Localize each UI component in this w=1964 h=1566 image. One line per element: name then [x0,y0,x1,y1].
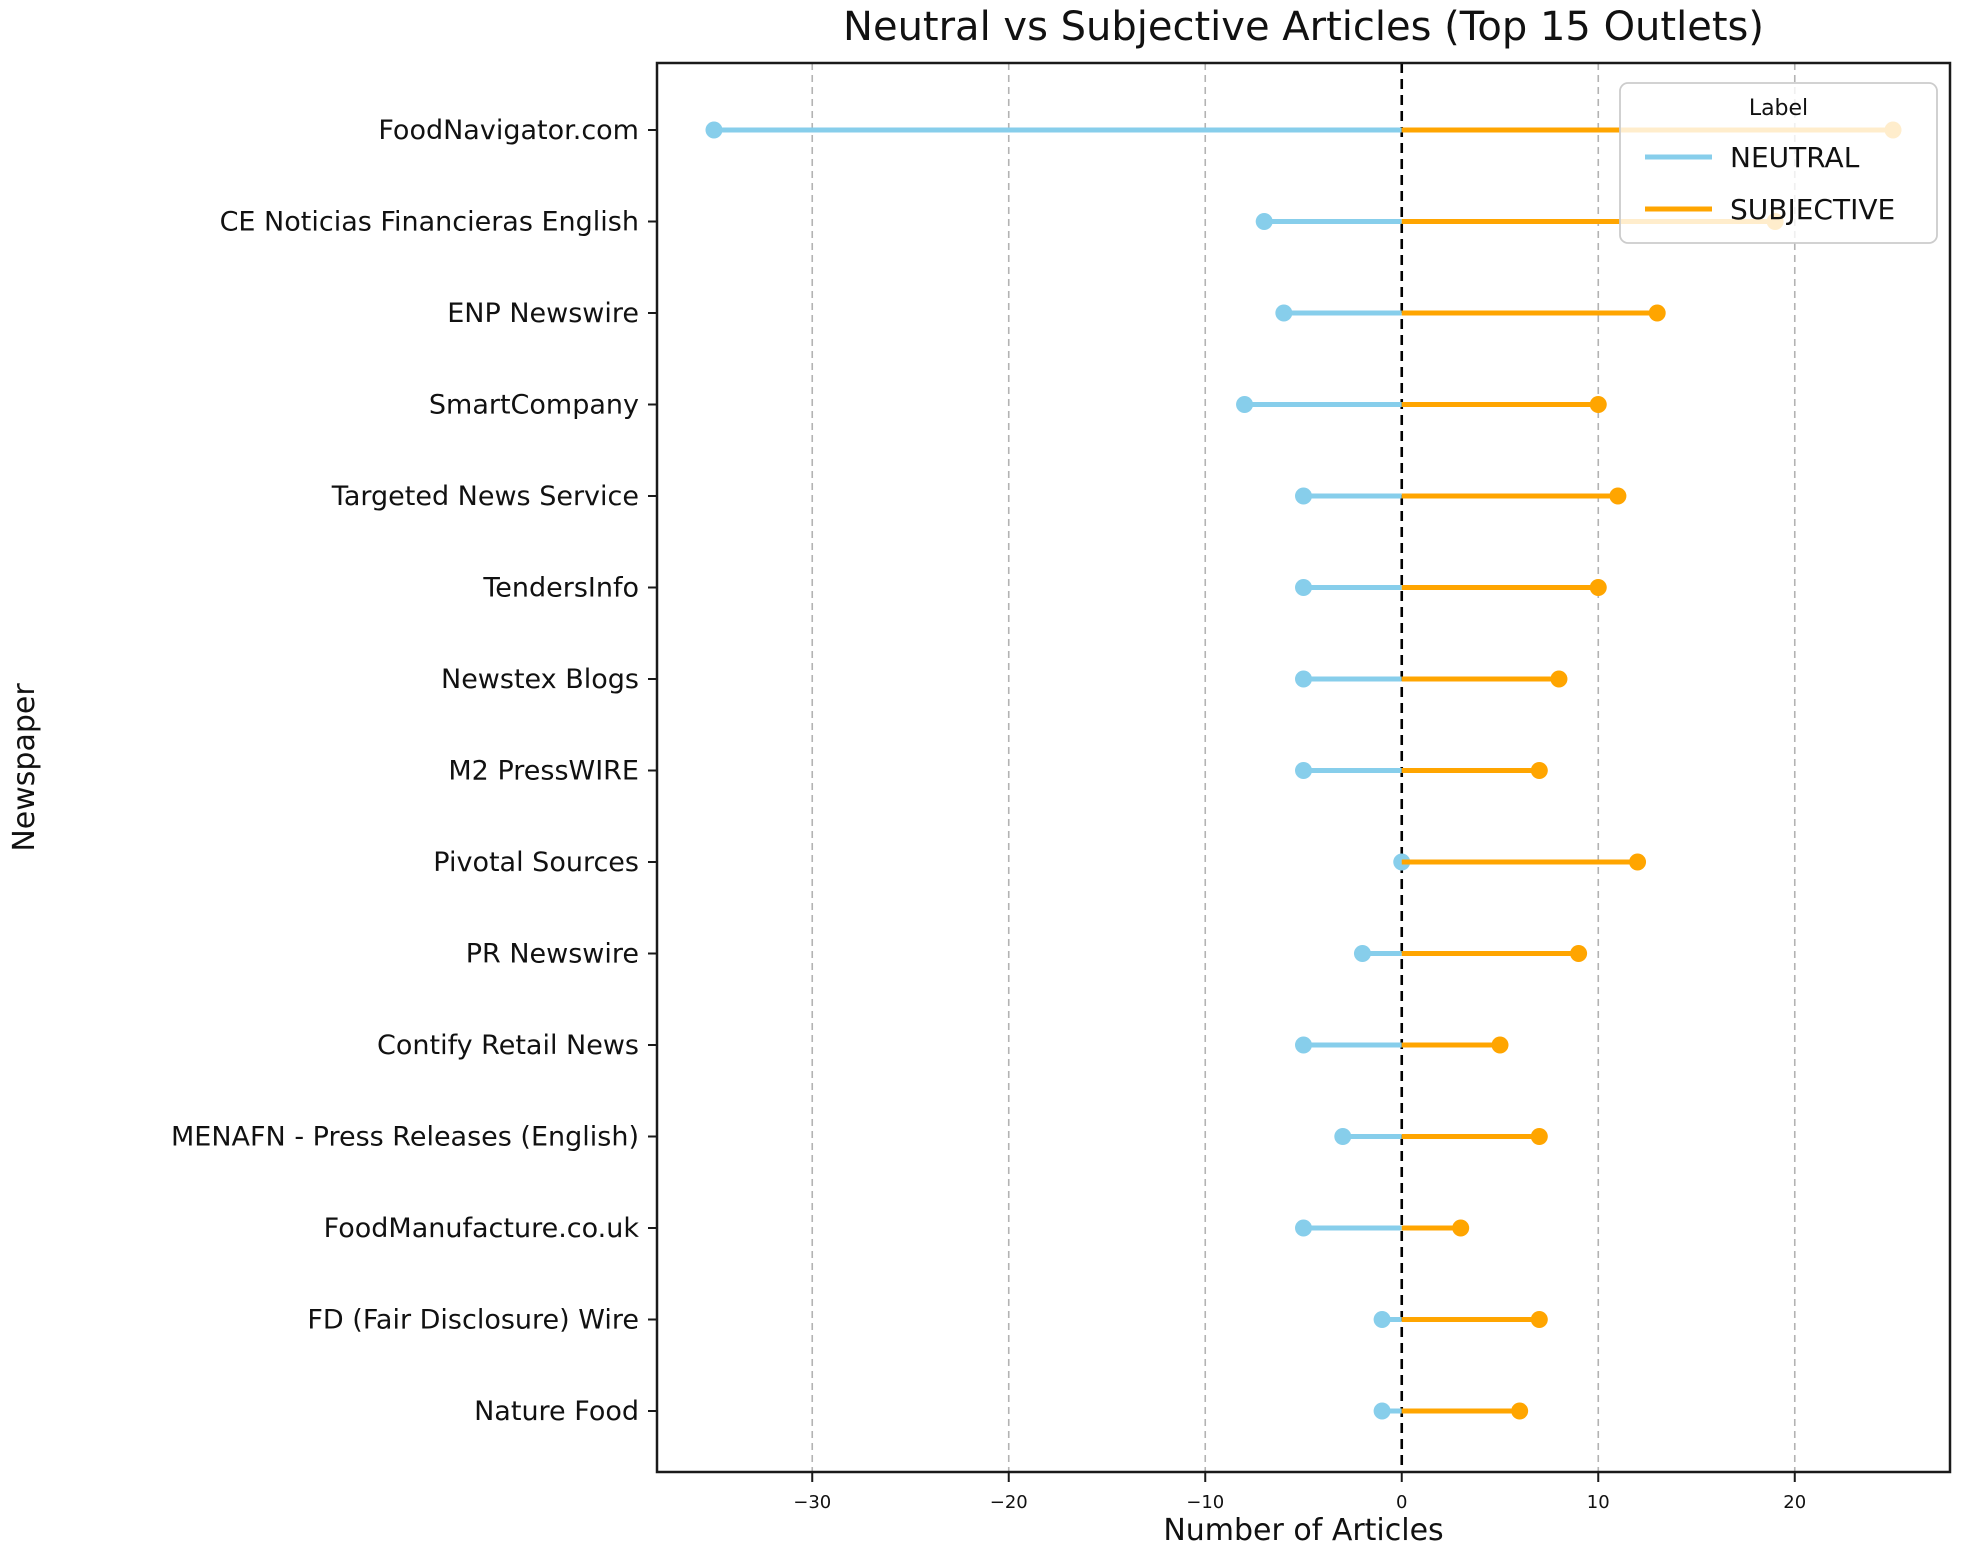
x-axis-title: Number of Articles [1163,1513,1443,1548]
y-tick-label: Newstex Blogs [441,664,639,695]
y-tick-label: Contify Retail News [377,1030,639,1061]
y-tick-label: SmartCompany [429,390,639,421]
neutral-dot [1295,670,1312,688]
y-tick-label: PR Newswire [466,939,639,970]
subjective-dot [1452,1219,1470,1237]
x-tick-label: −10 [1186,1492,1224,1513]
subjective-dot [1609,487,1627,505]
y-tick-label: MENAFN - Press Releases (English) [171,1122,639,1153]
legend-entry-label: SUBJECTIVE [1730,193,1895,226]
gridlines [811,63,1796,1472]
y-tick-label: Nature Food [474,1396,639,1427]
plot-frame [655,61,1952,1474]
y-tick-label: FD (Fair Disclosure) Wire [307,1305,639,1336]
x-tick-label: 10 [1587,1492,1610,1513]
legend-entry: SUBJECTIVE [1645,193,1895,226]
x-tick-label: 20 [1783,1492,1806,1513]
neutral-dot [1275,304,1293,322]
subjective-dot [1589,579,1607,596]
subjective-dot [1530,762,1548,779]
y-tick-label: TendersInfo [482,573,639,604]
y-tick-label: FoodNavigator.com [378,115,639,146]
neutral-dot [1295,762,1312,779]
lollipop-row [1334,1128,1548,1145]
neutral-dot [1373,1311,1391,1328]
lollipop-rows [705,121,1902,1420]
lollipop-row [1295,579,1607,596]
lollipop-row [1295,1219,1470,1237]
subjective-dot [1491,1036,1509,1054]
neutral-dot [1295,579,1312,596]
lollipop-row [1295,1036,1509,1054]
legend-title: Label [1749,96,1808,121]
subjective-dot [1511,1402,1529,1420]
lollipop-row [1295,670,1568,688]
neutral-dot [1295,487,1312,505]
lollipop-row [1373,1311,1548,1328]
subjective-dot [1550,670,1568,688]
neutral-dot [705,121,723,139]
neutral-dot [1353,945,1371,962]
y-tick-label: ENP Newswire [447,298,639,329]
x-tick-label: −30 [793,1492,831,1513]
legend-box [1619,82,1938,244]
x-tick-label: −20 [990,1492,1028,1513]
subjective-dot [1570,945,1588,962]
neutral-dot [1236,396,1254,413]
subjective-dot [1629,853,1647,871]
y-axis-title: Newspaper [7,683,42,852]
legend: Label NEUTRAL SUBJECTIVE [1619,82,1938,244]
neutral-dot [1373,1402,1391,1420]
chart-title: Neutral vs Subjective Articles (Top 15 O… [843,4,1764,50]
subjective-dot [1589,396,1607,413]
y-axis: FoodNavigator.com CE Noticias Financieras… [171,115,657,1427]
subjective-dot [1530,1311,1548,1328]
subjective-dot [1530,1128,1548,1145]
neutral-dot [1295,1036,1312,1054]
lollipop-row [1236,396,1607,413]
y-tick-label: Pivotal Sources [433,847,639,878]
lollipop-row [1275,304,1666,322]
y-tick-label: M2 PressWIRE [448,756,639,787]
y-tick-label: FoodManufacture.co.uk [324,1213,640,1244]
subjective-dot [1648,304,1666,322]
x-axis: −30 −20 −10 0 10 20 [793,1472,1806,1513]
x-tick-label: 0 [1396,1492,1407,1513]
neutral-dot [1295,1219,1312,1237]
neutral-dot [1255,213,1273,230]
lollipop-row [1393,853,1647,871]
lollipop-row [1295,762,1548,779]
legend-entry: NEUTRAL [1645,141,1860,174]
legend-entry-label: NEUTRAL [1730,141,1860,174]
y-tick-label: CE Noticias Financieras English [220,207,639,238]
lollipop-row [1373,1402,1529,1420]
lollipop-row [1353,945,1588,962]
lollipop-row [1295,487,1627,505]
neutral-dot [1334,1128,1352,1145]
y-tick-label: Targeted News Service [331,481,639,512]
